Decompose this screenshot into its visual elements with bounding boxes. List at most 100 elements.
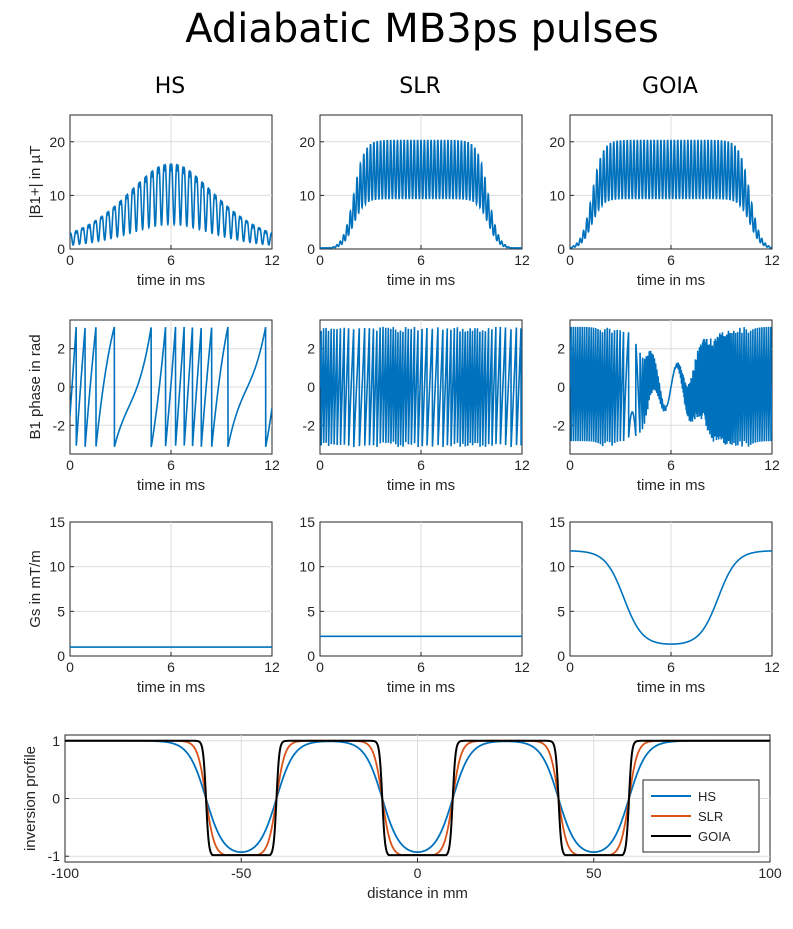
- b1_hs-xtick-label: 12: [264, 252, 280, 268]
- gs_goia-ytick-label: 10: [549, 559, 565, 575]
- gs_hs-ylabel: Gs in mT/m: [27, 550, 44, 628]
- phase_goia-xlabel: time in ms: [637, 477, 705, 494]
- gs_goia-series-line: [570, 550, 772, 645]
- b1_goia-series-line: [570, 139, 772, 249]
- phase_slr-ytick-label: 2: [307, 341, 315, 357]
- chart-phase_slr: 0 6 12 -2 0 2 time in ms: [303, 319, 530, 494]
- b1_hs-ytick-label: 0: [57, 241, 65, 257]
- phase_hs-series-line: [70, 326, 272, 448]
- column-title-hs: HS: [155, 74, 186, 99]
- inversion-ytick-label: 1: [52, 733, 60, 749]
- chart-phase_hs: 0 6 12 -2 0 2 time in ms B1 phase in rad: [27, 319, 280, 494]
- inversion-ytick-label: 0: [52, 791, 60, 807]
- gs_goia-ytick-label: 0: [557, 648, 565, 664]
- phase_slr-xtick-label: 12: [514, 457, 530, 473]
- column-title-slr: SLR: [399, 74, 441, 99]
- b1_slr-series-line: [320, 139, 522, 249]
- phase_goia-series-line: [570, 326, 772, 447]
- phase_hs-ytick-label: 2: [57, 341, 65, 357]
- b1_slr-xtick-label: 12: [514, 252, 530, 268]
- phase_goia-xtick-label: 6: [667, 457, 675, 473]
- b1_slr-ytick-label: 20: [299, 134, 315, 150]
- inversion-series-goia: [65, 739, 770, 857]
- phase_hs-ytick-label: 0: [57, 379, 65, 395]
- b1_goia-ytick-label: 10: [549, 187, 565, 203]
- gs_hs-xtick-label: 6: [167, 659, 175, 675]
- b1_slr-xtick-label: 0: [316, 252, 324, 268]
- phase_hs-xtick-label: 0: [66, 457, 74, 473]
- gs_hs-ytick-label: 0: [57, 648, 65, 664]
- b1_hs-xtick-label: 6: [167, 252, 175, 268]
- phase_slr-ytick-label: 0: [307, 379, 315, 395]
- inversion-ylabel: inversion profile: [22, 746, 39, 851]
- phase_goia-xtick-label: 0: [566, 457, 574, 473]
- gs_hs-xtick-label: 0: [66, 659, 74, 675]
- b1_hs-xlabel: time in ms: [137, 272, 205, 289]
- phase_goia-ytick-label: 0: [557, 379, 565, 395]
- b1_hs-ylabel: |B1+| in µT: [27, 146, 44, 219]
- chart-b1_hs: 0 6 12 0 10 20 time in ms |B1+| in µT: [27, 114, 280, 289]
- legend-label-goia: GOIA: [698, 829, 731, 844]
- b1_slr-ytick-label: 10: [299, 187, 315, 203]
- b1_goia-ytick-label: 20: [549, 134, 565, 150]
- b1_hs-series-line: [70, 163, 272, 246]
- legend-label-hs: HS: [698, 789, 716, 804]
- phase_hs-ytick-label: -2: [53, 417, 66, 433]
- phase_slr-xtick-label: 6: [417, 457, 425, 473]
- gs_hs-ytick-label: 10: [49, 559, 65, 575]
- gs_slr-xlabel: time in ms: [387, 679, 455, 696]
- b1_goia-xtick-label: 12: [764, 252, 780, 268]
- inversion-legend: HS SLR GOIA: [642, 779, 760, 853]
- gs_slr-ytick-label: 0: [307, 648, 315, 664]
- b1_hs-xtick-label: 0: [66, 252, 74, 268]
- b1_goia-xtick-label: 0: [566, 252, 574, 268]
- inversion-series-hs: [65, 739, 770, 854]
- phase_goia-ytick-label: -2: [553, 417, 566, 433]
- gs_hs-ytick-label: 15: [49, 514, 65, 530]
- gs_slr-xtick-label: 0: [316, 659, 324, 675]
- chart-gs_hs: 0 6 12 0 5 10 15 time in ms Gs in mT/m: [27, 514, 280, 696]
- gs_hs-xtick-label: 12: [264, 659, 280, 675]
- inversion-xtick-label: 50: [586, 865, 602, 881]
- phase_goia-xtick-label: 12: [764, 457, 780, 473]
- inversion-xtick-label: 100: [758, 865, 782, 881]
- b1_slr-xtick-label: 6: [417, 252, 425, 268]
- phase_slr-series-line: [320, 326, 522, 448]
- gs_goia-xtick-label: 12: [764, 659, 780, 675]
- b1_goia-ytick-label: 0: [557, 241, 565, 257]
- inversion-xtick-label: -50: [231, 865, 251, 881]
- phase_hs-xtick-label: 12: [264, 457, 280, 473]
- gs_hs-ytick-label: 5: [57, 603, 65, 619]
- chart-b1_goia: 0 6 12 0 10 20 time in ms: [549, 114, 780, 289]
- b1_hs-ytick-label: 10: [49, 187, 65, 203]
- legend-label-slr: SLR: [698, 809, 723, 824]
- phase_hs-ylabel: B1 phase in rad: [27, 334, 44, 439]
- b1_hs-ytick-label: 20: [49, 134, 65, 150]
- phase_hs-xtick-label: 6: [167, 457, 175, 473]
- gs_goia-ytick-label: 15: [549, 514, 565, 530]
- gs_slr-xtick-label: 6: [417, 659, 425, 675]
- phase_goia-ytick-label: 2: [557, 341, 565, 357]
- gs_slr-ytick-label: 5: [307, 603, 315, 619]
- b1_goia-xlabel: time in ms: [637, 272, 705, 289]
- inversion-xtick-label: 0: [414, 865, 422, 881]
- gs_goia-xlabel: time in ms: [637, 679, 705, 696]
- chart-phase_goia: 0 6 12 -2 0 2 time in ms: [553, 319, 780, 494]
- inversion-xtick-label: -100: [51, 865, 79, 881]
- inversion-ytick-label: -1: [48, 848, 61, 864]
- gs_slr-xtick-label: 12: [514, 659, 530, 675]
- chart-gs_goia: 0 6 12 0 5 10 15 time in ms: [549, 514, 780, 696]
- chart-gs_slr: 0 6 12 0 5 10 15 time in ms: [299, 514, 530, 696]
- gs_slr-ytick-label: 10: [299, 559, 315, 575]
- gs_goia-xtick-label: 0: [566, 659, 574, 675]
- chart-b1_slr: 0 6 12 0 10 20 time in ms: [299, 114, 530, 289]
- phase_slr-xtick-label: 0: [316, 457, 324, 473]
- phase_hs-xlabel: time in ms: [137, 477, 205, 494]
- phase_slr-xlabel: time in ms: [387, 477, 455, 494]
- phase_slr-ytick-label: -2: [303, 417, 316, 433]
- gs_goia-xtick-label: 6: [667, 659, 675, 675]
- column-title-goia: GOIA: [642, 74, 698, 99]
- gs_hs-xlabel: time in ms: [137, 679, 205, 696]
